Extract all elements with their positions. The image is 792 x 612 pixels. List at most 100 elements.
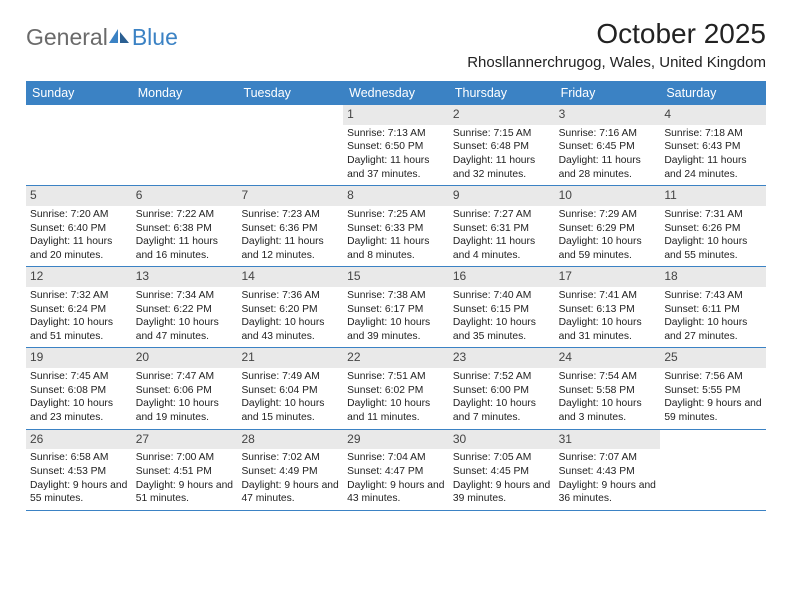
sunset-line: Sunset: 6:31 PM	[453, 222, 551, 236]
sunset-line: Sunset: 6:00 PM	[453, 384, 551, 398]
sunset-line: Sunset: 6:04 PM	[241, 384, 339, 398]
sunrise-line: Sunrise: 7:02 AM	[241, 451, 339, 465]
sunrise-line: Sunrise: 7:16 AM	[559, 127, 657, 141]
calendar-cell: 4Sunrise: 7:18 AMSunset: 6:43 PMDaylight…	[660, 105, 766, 185]
calendar-header-cell: Tuesday	[237, 81, 343, 105]
calendar-cell: 8Sunrise: 7:25 AMSunset: 6:33 PMDaylight…	[343, 186, 449, 266]
logo-word-blue: Blue	[132, 24, 178, 51]
sunrise-line: Sunrise: 7:13 AM	[347, 127, 445, 141]
sunrise-line: Sunrise: 7:32 AM	[30, 289, 128, 303]
daylight-line: Daylight: 10 hours and 59 minutes.	[559, 235, 657, 262]
sunset-line: Sunset: 6:29 PM	[559, 222, 657, 236]
calendar-row: 1Sunrise: 7:13 AMSunset: 6:50 PMDaylight…	[26, 105, 766, 186]
calendar-row: 12Sunrise: 7:32 AMSunset: 6:24 PMDayligh…	[26, 267, 766, 348]
daylight-line: Daylight: 11 hours and 28 minutes.	[559, 154, 657, 181]
daylight-line: Daylight: 10 hours and 43 minutes.	[241, 316, 339, 343]
daylight-line: Daylight: 10 hours and 3 minutes.	[559, 397, 657, 424]
day-number: 14	[237, 267, 343, 287]
day-number: 25	[660, 348, 766, 368]
calendar-cell: 13Sunrise: 7:34 AMSunset: 6:22 PMDayligh…	[132, 267, 238, 347]
day-number: 9	[449, 186, 555, 206]
calendar-cell: 5Sunrise: 7:20 AMSunset: 6:40 PMDaylight…	[26, 186, 132, 266]
daylight-line: Daylight: 10 hours and 35 minutes.	[453, 316, 551, 343]
calendar-cell	[237, 105, 343, 185]
day-number: 31	[555, 430, 661, 450]
sunset-line: Sunset: 6:13 PM	[559, 303, 657, 317]
daylight-line: Daylight: 10 hours and 11 minutes.	[347, 397, 445, 424]
daylight-line: Daylight: 9 hours and 39 minutes.	[453, 479, 551, 506]
header: General Blue October 2025 Rhosllannerchr…	[26, 18, 766, 71]
day-number: 19	[26, 348, 132, 368]
calendar-row: 26Sunrise: 6:58 AMSunset: 4:53 PMDayligh…	[26, 430, 766, 511]
calendar-header-cell: Wednesday	[343, 81, 449, 105]
sunrise-line: Sunrise: 7:56 AM	[664, 370, 762, 384]
calendar-cell: 16Sunrise: 7:40 AMSunset: 6:15 PMDayligh…	[449, 267, 555, 347]
sunset-line: Sunset: 5:58 PM	[559, 384, 657, 398]
daylight-line: Daylight: 11 hours and 24 minutes.	[664, 154, 762, 181]
day-number: 4	[660, 105, 766, 125]
sunrise-line: Sunrise: 7:15 AM	[453, 127, 551, 141]
sunrise-line: Sunrise: 7:31 AM	[664, 208, 762, 222]
daylight-line: Daylight: 9 hours and 43 minutes.	[347, 479, 445, 506]
calendar-cell: 31Sunrise: 7:07 AMSunset: 4:43 PMDayligh…	[555, 430, 661, 510]
sunset-line: Sunset: 5:55 PM	[664, 384, 762, 398]
calendar-cell: 15Sunrise: 7:38 AMSunset: 6:17 PMDayligh…	[343, 267, 449, 347]
sunset-line: Sunset: 4:43 PM	[559, 465, 657, 479]
sunrise-line: Sunrise: 7:04 AM	[347, 451, 445, 465]
sunset-line: Sunset: 6:02 PM	[347, 384, 445, 398]
daylight-line: Daylight: 11 hours and 4 minutes.	[453, 235, 551, 262]
calendar-cell: 7Sunrise: 7:23 AMSunset: 6:36 PMDaylight…	[237, 186, 343, 266]
daylight-line: Daylight: 9 hours and 47 minutes.	[241, 479, 339, 506]
daylight-line: Daylight: 11 hours and 32 minutes.	[453, 154, 551, 181]
day-number: 3	[555, 105, 661, 125]
sunset-line: Sunset: 6:40 PM	[30, 222, 128, 236]
sunset-line: Sunset: 6:11 PM	[664, 303, 762, 317]
sunset-line: Sunset: 6:17 PM	[347, 303, 445, 317]
sunrise-line: Sunrise: 7:27 AM	[453, 208, 551, 222]
calendar-header-cell: Thursday	[449, 81, 555, 105]
sunrise-line: Sunrise: 7:51 AM	[347, 370, 445, 384]
sunrise-line: Sunrise: 7:52 AM	[453, 370, 551, 384]
day-number: 28	[237, 430, 343, 450]
calendar-cell: 18Sunrise: 7:43 AMSunset: 6:11 PMDayligh…	[660, 267, 766, 347]
calendar-cell: 9 Sunrise: 7:27 AMSunset: 6:31 PMDaylight…	[449, 186, 555, 266]
calendar-header-cell: Monday	[132, 81, 238, 105]
calendar-cell: 2Sunrise: 7:15 AMSunset: 6:48 PMDaylight…	[449, 105, 555, 185]
sunrise-line: Sunrise: 7:40 AM	[453, 289, 551, 303]
calendar-cell	[26, 105, 132, 185]
calendar-header-cell: Friday	[555, 81, 661, 105]
logo-sail-icon	[108, 27, 130, 50]
location-text: Rhosllannerchrugog, Wales, United Kingdo…	[467, 54, 766, 71]
calendar-cell: 21Sunrise: 7:49 AMSunset: 6:04 PMDayligh…	[237, 348, 343, 428]
sunset-line: Sunset: 6:22 PM	[136, 303, 234, 317]
daylight-line: Daylight: 10 hours and 51 minutes.	[30, 316, 128, 343]
daylight-line: Daylight: 11 hours and 8 minutes.	[347, 235, 445, 262]
calendar-cell: 20Sunrise: 7:47 AMSunset: 6:06 PMDayligh…	[132, 348, 238, 428]
sunset-line: Sunset: 6:48 PM	[453, 140, 551, 154]
calendar: SundayMondayTuesdayWednesdayThursdayFrid…	[26, 81, 766, 511]
day-number: 11	[660, 186, 766, 206]
calendar-cell: 3 Sunrise: 7:16 AMSunset: 6:45 PMDaylight…	[555, 105, 661, 185]
sunrise-line: Sunrise: 7:25 AM	[347, 208, 445, 222]
calendar-cell: 17Sunrise: 7:41 AMSunset: 6:13 PMDayligh…	[555, 267, 661, 347]
calendar-page: General Blue October 2025 Rhosllannerchr…	[0, 0, 792, 521]
sunrise-line: Sunrise: 7:41 AM	[559, 289, 657, 303]
calendar-cell: 27Sunrise: 7:00 AMSunset: 4:51 PMDayligh…	[132, 430, 238, 510]
sunrise-line: Sunrise: 7:36 AM	[241, 289, 339, 303]
month-title: October 2025	[467, 18, 766, 50]
sunrise-line: Sunrise: 7:38 AM	[347, 289, 445, 303]
sunset-line: Sunset: 6:06 PM	[136, 384, 234, 398]
sunset-line: Sunset: 6:33 PM	[347, 222, 445, 236]
calendar-cell: 14Sunrise: 7:36 AMSunset: 6:20 PMDayligh…	[237, 267, 343, 347]
day-number: 17	[555, 267, 661, 287]
day-number: 29	[343, 430, 449, 450]
sunset-line: Sunset: 6:15 PM	[453, 303, 551, 317]
calendar-cell: 10Sunrise: 7:29 AMSunset: 6:29 PMDayligh…	[555, 186, 661, 266]
sunset-line: Sunset: 6:45 PM	[559, 140, 657, 154]
sunset-line: Sunset: 6:24 PM	[30, 303, 128, 317]
daylight-line: Daylight: 11 hours and 37 minutes.	[347, 154, 445, 181]
calendar-row: 5Sunrise: 7:20 AMSunset: 6:40 PMDaylight…	[26, 186, 766, 267]
sunrise-line: Sunrise: 7:47 AM	[136, 370, 234, 384]
day-number: 20	[132, 348, 238, 368]
day-number: 30	[449, 430, 555, 450]
